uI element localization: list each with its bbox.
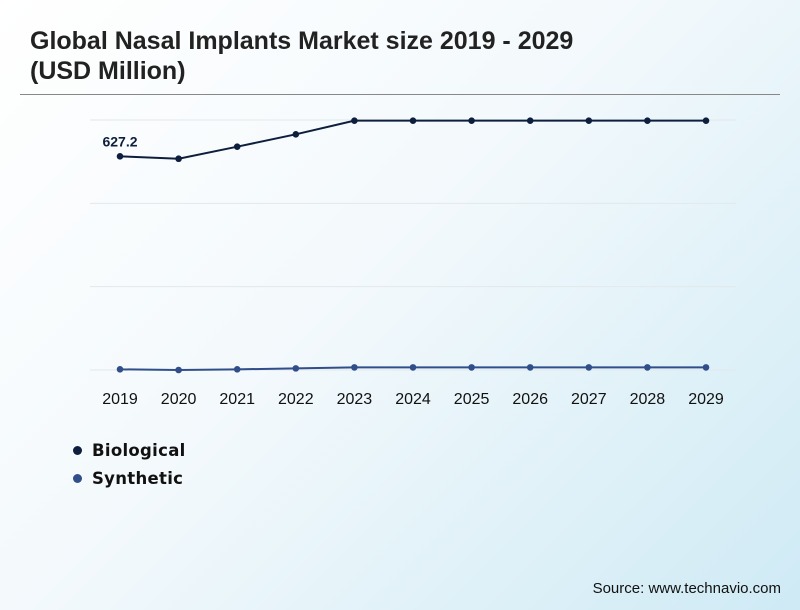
x-tick-label: 2027	[571, 391, 607, 408]
series-line-biological	[119, 119, 706, 160]
x-tick-label: 2022	[278, 391, 314, 408]
data-point-synthetic	[526, 364, 534, 371]
legend: Biological Synthetic	[73, 436, 186, 492]
title-divider	[20, 94, 780, 95]
data-point-synthetic	[468, 364, 475, 371]
data-point-synthetic	[702, 364, 710, 371]
legend-label-biological: Biological	[92, 440, 186, 460]
x-tick-label: 2025	[454, 391, 490, 408]
chart-title: Global Nasal Implants Market size 2019 -…	[30, 27, 574, 85]
x-tick-label: 2023	[337, 391, 373, 408]
legend-marker-synthetic	[73, 473, 82, 483]
data-point-biological	[175, 155, 182, 163]
data-point-biological	[644, 117, 651, 124]
data-point-biological	[233, 143, 241, 150]
data-point-biological	[351, 117, 358, 124]
legend-item-synthetic: Synthetic	[73, 464, 186, 492]
legend-item-biological: Biological	[73, 436, 186, 464]
data-point-synthetic	[585, 364, 593, 371]
data-point-biological	[702, 117, 710, 124]
data-point-synthetic	[644, 364, 651, 371]
source-note: Source: www.technavio.com	[592, 580, 781, 597]
legend-label-synthetic: Synthetic	[92, 468, 184, 488]
legend-marker-biological	[73, 445, 82, 455]
data-point-biological	[116, 153, 124, 160]
x-tick-label: 2019	[102, 391, 138, 408]
data-label: 627.2	[102, 133, 137, 149]
data-point-synthetic	[351, 364, 358, 371]
data-point-biological	[585, 117, 593, 124]
data-point-synthetic	[116, 366, 124, 373]
x-tick-label: 2021	[219, 391, 255, 408]
x-tick-label: 2029	[688, 391, 724, 408]
data-point-biological	[292, 131, 300, 138]
data-point-synthetic	[292, 365, 300, 372]
x-tick-label: 2024	[395, 391, 431, 408]
data-point-biological	[526, 117, 534, 124]
x-tick-label: 2028	[630, 391, 666, 408]
data-point-synthetic	[233, 366, 241, 373]
data-point-synthetic	[409, 364, 417, 371]
x-tick-label: 2026	[512, 391, 548, 408]
data-point-biological	[409, 117, 417, 124]
data-point-biological	[468, 117, 475, 124]
data-point-synthetic	[175, 366, 182, 374]
x-tick-label: 2020	[161, 391, 197, 408]
